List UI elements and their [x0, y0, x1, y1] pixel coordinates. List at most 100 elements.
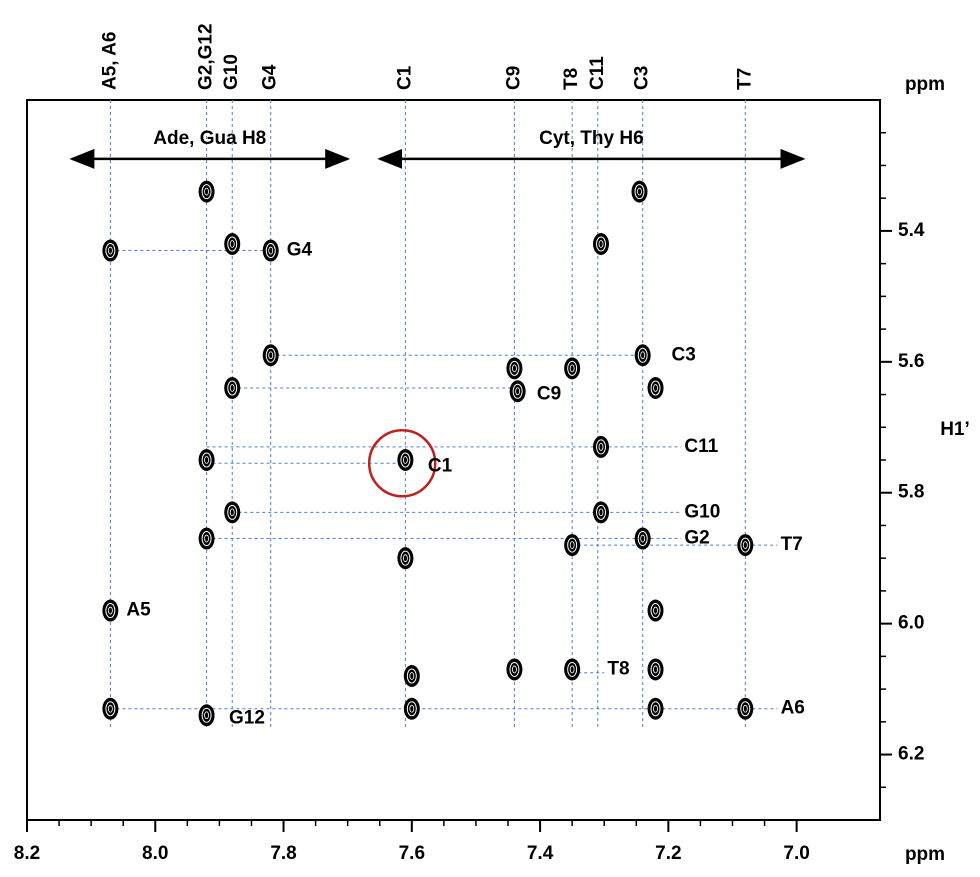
- contour: [650, 701, 661, 717]
- y-axis-unit: ppm: [905, 74, 945, 95]
- contour: [512, 665, 517, 674]
- peak: [224, 233, 241, 255]
- peak: [224, 377, 241, 399]
- peak: [506, 658, 523, 681]
- contour: [268, 351, 274, 360]
- contour: [650, 661, 661, 677]
- contour: [650, 380, 661, 396]
- assignment-label: G4: [260, 64, 281, 90]
- peak: [509, 380, 526, 403]
- contour: [268, 246, 274, 255]
- peak: [102, 697, 119, 720]
- contour: [201, 184, 212, 200]
- region-label: Ade, Gua H8: [153, 128, 266, 149]
- contour: [637, 187, 642, 196]
- contour: [567, 661, 578, 677]
- contour: [653, 384, 658, 392]
- contour: [227, 236, 238, 252]
- peak-label: G4: [287, 240, 313, 261]
- contour: [201, 707, 212, 723]
- contour: [229, 384, 235, 392]
- peak: [564, 534, 581, 557]
- contour: [406, 668, 417, 684]
- assignment-label: A5, A6: [99, 32, 120, 90]
- contour: [598, 443, 604, 451]
- contour: [105, 243, 116, 259]
- peak: [737, 534, 754, 557]
- peak-label: G12: [229, 708, 265, 729]
- peak: [198, 180, 215, 203]
- y-tick-label: 6.0: [898, 613, 924, 634]
- contour: [107, 606, 113, 615]
- contour: [637, 531, 648, 547]
- assignment-label: G10: [221, 54, 242, 90]
- contour: [598, 508, 604, 517]
- contour: [400, 452, 411, 468]
- contour: [742, 541, 748, 549]
- peak: [262, 239, 279, 262]
- contour: [569, 665, 575, 674]
- contour: [509, 360, 520, 376]
- contour: [229, 240, 235, 248]
- x-tick-label: 8.2: [14, 843, 40, 864]
- contour: [640, 351, 646, 360]
- peak-label: A6: [781, 698, 805, 719]
- contour: [105, 603, 116, 619]
- contour: [105, 701, 116, 717]
- contour: [204, 711, 209, 720]
- contour: [512, 364, 517, 373]
- peak-label: C9: [537, 384, 561, 405]
- assignment-label: G2,G12: [196, 23, 217, 90]
- peak: [403, 665, 420, 687]
- contour: [402, 456, 408, 464]
- assignment-label: C11: [587, 56, 608, 90]
- contour: [402, 554, 408, 563]
- contour: [227, 504, 238, 520]
- y-tick-label: 5.4: [898, 220, 925, 241]
- x-tick-label: 7.8: [270, 843, 296, 864]
- contour: [653, 606, 658, 615]
- x-tick-label: 7.0: [783, 843, 809, 864]
- peak: [397, 547, 414, 570]
- contour: [740, 701, 751, 717]
- peak: [403, 697, 420, 720]
- peak: [224, 501, 241, 524]
- contour: [204, 187, 209, 196]
- peak-label: C11: [684, 436, 718, 457]
- peak: [506, 357, 523, 380]
- contour: [740, 537, 751, 553]
- contour: [400, 550, 411, 566]
- assignment-label: C9: [503, 66, 524, 90]
- contour: [598, 240, 604, 248]
- peak-label: T7: [781, 534, 803, 555]
- peak: [647, 697, 664, 720]
- contour: [204, 456, 209, 464]
- peak: [593, 501, 610, 524]
- region-label: Cyt, Thy H6: [539, 128, 644, 149]
- contour: [637, 347, 648, 363]
- contour: [512, 383, 523, 399]
- x-tick-label: 7.6: [399, 843, 425, 864]
- peak: [737, 697, 754, 720]
- contour: [409, 672, 415, 680]
- peak: [102, 239, 119, 262]
- assignment-label: C1: [394, 65, 415, 90]
- contour: [596, 236, 607, 252]
- peak: [631, 180, 648, 203]
- x-axis-unit: ppm: [905, 844, 945, 865]
- peak: [593, 233, 610, 255]
- peak: [198, 449, 215, 471]
- contour: [201, 452, 212, 468]
- contour: [640, 534, 646, 543]
- contour: [509, 661, 520, 677]
- peak-label: C1: [428, 456, 453, 477]
- contour: [409, 704, 415, 713]
- contour: [634, 184, 645, 200]
- assignment-label: C3: [632, 66, 653, 90]
- assignment-label: T7: [734, 68, 755, 90]
- peak: [564, 658, 581, 681]
- peak-label: C3: [672, 344, 696, 365]
- peak-label: G10: [684, 501, 720, 522]
- contour: [569, 541, 575, 549]
